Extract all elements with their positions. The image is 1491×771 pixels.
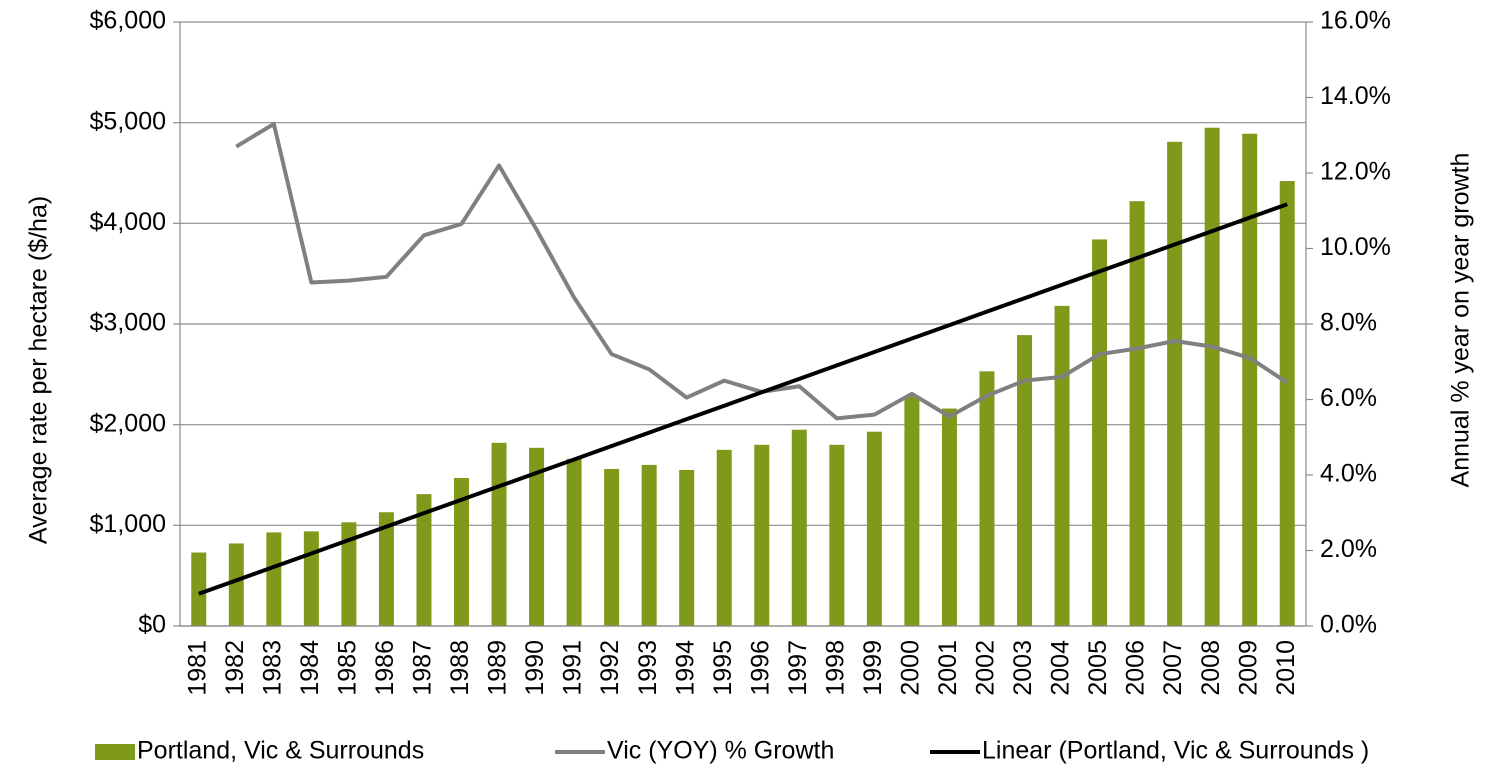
bar xyxy=(904,396,920,626)
bar xyxy=(1167,141,1183,626)
x-tick-label: 1994 xyxy=(671,640,699,696)
y2-tick-label: 14.0% xyxy=(1320,82,1391,110)
x-tick-label: 2010 xyxy=(1272,640,1300,696)
x-tick-label: 1989 xyxy=(484,640,512,696)
bar xyxy=(866,431,882,626)
bar xyxy=(641,464,657,626)
y2-tick-label: 10.0% xyxy=(1320,233,1391,261)
x-tick-label: 1998 xyxy=(821,640,849,696)
y2-tick-label: 0.0% xyxy=(1320,611,1377,639)
legend-label: Vic (YOY) % Growth xyxy=(607,737,834,765)
y-tick-label: $5,000 xyxy=(90,107,166,135)
bar xyxy=(341,522,357,626)
x-tick-label: 1982 xyxy=(221,640,249,696)
bar xyxy=(191,552,207,626)
y-tick-label: $2,000 xyxy=(90,409,166,437)
x-tick-label: 2001 xyxy=(934,640,962,696)
bar xyxy=(378,512,394,626)
bar xyxy=(829,444,845,626)
x-tick-label: 1999 xyxy=(859,640,887,696)
legend-swatch xyxy=(95,744,135,760)
x-tick-label: 2008 xyxy=(1197,640,1225,696)
bar xyxy=(1129,201,1145,627)
line xyxy=(235,121,1289,421)
x-tick-label: 2007 xyxy=(1159,640,1187,696)
bar xyxy=(416,494,432,626)
x-tick-label: 1995 xyxy=(709,640,737,696)
x-tick-label: 2009 xyxy=(1234,640,1262,696)
y-tick-label: $4,000 xyxy=(90,208,166,236)
x-tick-label: 2006 xyxy=(1122,640,1150,696)
y-axis-label: Average rate per hectare ($/ha) xyxy=(25,196,53,544)
y2-axis-label: Annual % year on year growth xyxy=(1447,153,1475,488)
x-tick-label: 1983 xyxy=(258,640,286,696)
x-tick-label: 2002 xyxy=(972,640,1000,696)
y-tick-label: $0 xyxy=(138,611,166,639)
x-tick-label: 2004 xyxy=(1047,640,1075,696)
bar xyxy=(529,447,545,626)
bar xyxy=(566,458,582,626)
x-tick-label: 1985 xyxy=(334,640,362,696)
y-tick-label: $3,000 xyxy=(90,309,166,337)
bar xyxy=(679,469,695,626)
x-tick-label: 1988 xyxy=(446,640,474,696)
y-tick-label: $1,000 xyxy=(90,510,166,538)
x-tick-label: 1987 xyxy=(409,640,437,696)
x-tick-label: 1984 xyxy=(296,640,324,696)
x-tick-label: 1996 xyxy=(746,640,774,696)
bar xyxy=(941,408,957,626)
bar xyxy=(1054,305,1070,626)
y2-tick-label: 2.0% xyxy=(1320,535,1377,563)
y-tick-label: $6,000 xyxy=(90,7,166,35)
x-tick-label: 1990 xyxy=(521,640,549,696)
bar xyxy=(1204,127,1220,626)
bar xyxy=(1242,133,1258,627)
x-tick-label: 2000 xyxy=(897,640,925,696)
x-tick-label: 2003 xyxy=(1009,640,1037,696)
x-tick-label: 1993 xyxy=(634,640,662,696)
bar xyxy=(979,371,995,626)
x-tick-label: 1986 xyxy=(371,640,399,696)
bar xyxy=(716,449,732,626)
bar xyxy=(1092,239,1108,626)
y2-tick-label: 16.0% xyxy=(1320,7,1391,35)
y2-tick-label: 6.0% xyxy=(1320,384,1377,412)
bar xyxy=(228,543,244,626)
bar xyxy=(754,444,770,626)
x-tick-label: 1981 xyxy=(183,640,211,696)
bar xyxy=(791,429,807,626)
y2-tick-label: 8.0% xyxy=(1320,309,1377,337)
bar xyxy=(1279,181,1295,626)
x-tick-label: 1991 xyxy=(559,640,587,696)
y2-tick-label: 12.0% xyxy=(1320,158,1391,186)
bar xyxy=(266,532,282,626)
bar xyxy=(491,442,507,626)
x-tick-label: 2005 xyxy=(1084,640,1112,696)
legend-label: Portland, Vic & Surrounds xyxy=(137,737,424,765)
line xyxy=(198,202,1288,596)
legend-label: Linear (Portland, Vic & Surrounds ) xyxy=(982,737,1369,765)
bar xyxy=(454,478,469,626)
bar xyxy=(604,468,620,626)
bar xyxy=(303,531,319,626)
x-tick-label: 1997 xyxy=(784,640,812,696)
bar xyxy=(1017,335,1032,626)
x-tick-label: 1992 xyxy=(596,640,624,696)
y2-tick-label: 4.0% xyxy=(1320,460,1377,488)
